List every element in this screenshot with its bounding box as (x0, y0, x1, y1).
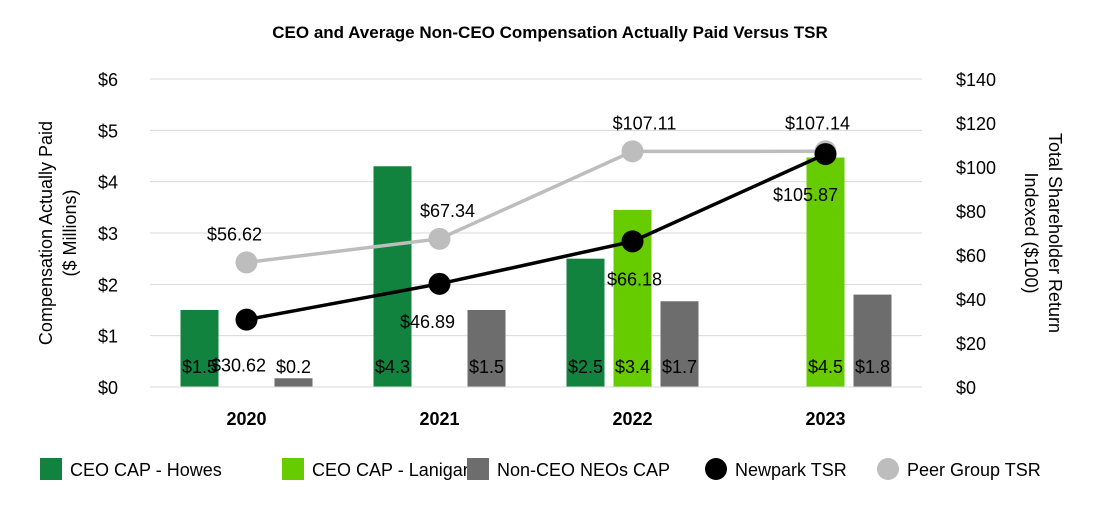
y-tick-label: $1 (98, 327, 118, 347)
tsr-marker (235, 251, 258, 274)
bar (180, 310, 219, 387)
y-tick-label: $0 (98, 378, 118, 398)
gridlines (150, 78, 922, 337)
legend-label: Newpark TSR (735, 460, 847, 480)
y2-tick-label: $80 (956, 202, 986, 222)
legend-label: Peer Group TSR (907, 460, 1041, 480)
y-tick-label: $3 (98, 224, 118, 244)
bar (373, 166, 412, 387)
y-tick-label: $6 (98, 70, 118, 90)
tsr-marker (235, 308, 258, 331)
tsr-value-label: $46.89 (400, 312, 455, 332)
legend-label: CEO CAP - Lanigan (312, 460, 473, 480)
bar (274, 378, 313, 387)
x-tick-label: 2021 (419, 409, 459, 429)
legend-swatch (467, 458, 489, 480)
tsr-marker (428, 272, 451, 295)
data-labels: $1.5 $4.3 $2.5 $3.4 $4.5 $0.2 $1.5 $1.7 $1.8 $56.… (182, 113, 890, 377)
y2-axis-title-line: Indexed ($100) (1021, 172, 1041, 293)
bar-value-label: $4.3 (375, 357, 410, 377)
bar-value-label: $1.7 (662, 357, 697, 377)
legend-swatch (282, 458, 304, 480)
y-tick-label: $5 (98, 121, 118, 141)
tsr-value-label: $107.11 (613, 113, 677, 133)
legend: CEO CAP - Howes CEO CAP - Lanigan Non-CEO … (40, 458, 1041, 480)
axes: $0 $1 $2 $3 $4 $5 $6 $0 $20 $40 $60 $80 $100 $120 $140… (36, 70, 1065, 429)
x-tick-label: 2023 (805, 409, 845, 429)
tsr-value-label: $30.62 (211, 356, 266, 376)
y2-tick-label: $100 (956, 158, 996, 178)
tsr-value-label: $107.14 (785, 113, 850, 133)
chart-title: CEO and Average Non-CEO Compensation Act… (272, 23, 827, 42)
tsr-marker (428, 227, 451, 250)
tsr-lines (235, 140, 837, 331)
bar (566, 258, 605, 387)
bar-value-label: $0.2 (276, 357, 311, 377)
tsr-marker (621, 140, 644, 163)
bar (806, 157, 845, 387)
tsr-line (246, 149, 826, 265)
legend-marker (877, 458, 899, 480)
x-tick-label: 2022 (612, 409, 652, 429)
legend-label: Non-CEO NEOs CAP (497, 460, 670, 480)
x-tick-label: 2020 (226, 409, 266, 429)
tsr-value-label: $66.18 (607, 269, 662, 289)
tsr-marker (814, 143, 837, 166)
y2-tick-label: $60 (956, 246, 986, 266)
y2-axis-title-line: Total Shareholder Return (1045, 133, 1065, 333)
bar-value-label: $4.5 (808, 357, 843, 377)
tsr-marker (621, 230, 644, 253)
y-tick-label: $2 (98, 275, 118, 295)
bar (467, 310, 506, 387)
tsr-line (246, 152, 827, 322)
legend-marker (705, 458, 727, 480)
y2-tick-label: $40 (956, 290, 986, 310)
tsr-value-label: $105.87 (773, 185, 838, 205)
y-axis-title-line: Compensation Actually Paid (36, 121, 56, 345)
bars (180, 157, 892, 387)
legend-label: CEO CAP - Howes (70, 460, 222, 480)
y-axis-title-line: ($ Millions) (60, 189, 80, 276)
tsr-value-label: $56.62 (207, 224, 262, 244)
tsr-value-label: $67.34 (420, 201, 475, 221)
y-tick-label: $4 (98, 173, 118, 193)
y2-tick-label: $140 (956, 70, 996, 90)
bar-value-label: $3.4 (615, 357, 650, 377)
y-axis-title: Compensation Actually Paid ($ Millions) (36, 121, 80, 345)
bar (660, 301, 699, 387)
legend-swatch (40, 458, 62, 480)
bar-value-label: $2.5 (568, 357, 603, 377)
y2-tick-label: $20 (956, 334, 986, 354)
y2-tick-label: $120 (956, 114, 996, 134)
y2-axis-title: Total Shareholder ReturnIndexed ($100) (1021, 133, 1065, 333)
bar-value-label: $1.5 (182, 357, 217, 377)
bar-value-label: $1.8 (855, 357, 890, 377)
bar (853, 294, 892, 387)
bar-value-label: $1.5 (469, 357, 504, 377)
y2-tick-label: $0 (956, 378, 976, 398)
